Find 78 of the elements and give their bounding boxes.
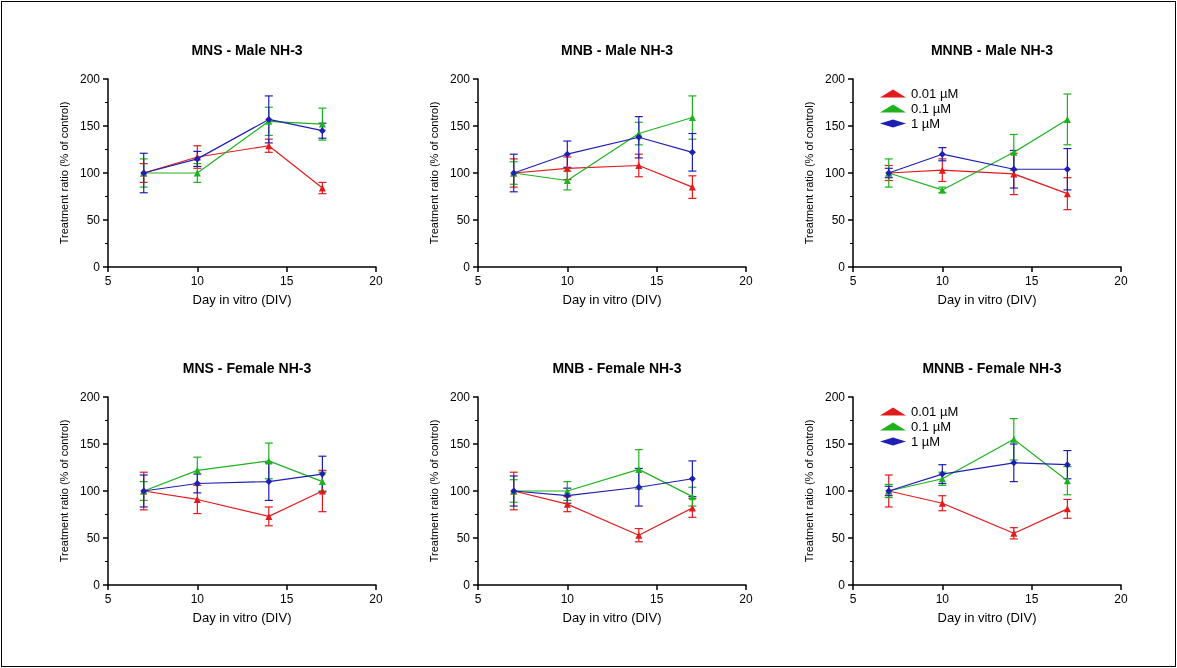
y-tick-label: 200 <box>449 72 471 86</box>
x-tick-label: 20 <box>369 274 383 288</box>
y-axis-title: Treatment ratio (% of control) <box>57 101 70 245</box>
x-tick-label: 20 <box>739 592 753 606</box>
legend-label: 0.01 µM <box>911 404 959 419</box>
y-tick-label: 100 <box>79 166 101 180</box>
y-tick-label: 0 <box>93 578 101 592</box>
legend-label: 1 µM <box>911 434 941 449</box>
chart-title: MNS - Male NH-3 <box>191 42 303 58</box>
y-tick-label: 150 <box>824 119 846 133</box>
y-tick-label: 100 <box>79 484 101 498</box>
y-axis-title: Treatment ratio (% of control) <box>427 419 440 563</box>
y-tick-label: 50 <box>831 213 846 227</box>
y-tick-label: 50 <box>86 213 101 227</box>
chart-title: MNNB - Male NH-3 <box>930 42 1054 58</box>
x-tick-label: 20 <box>369 592 383 606</box>
y-tick-label: 50 <box>86 531 101 545</box>
chart-title: MNS - Female NH-3 <box>182 360 312 376</box>
x-tick-label: 15 <box>279 274 294 288</box>
legend-label: 1 µM <box>911 116 941 131</box>
x-tick-label: 10 <box>190 274 205 288</box>
x-tick-label: 20 <box>739 274 753 288</box>
x-tick-label: 15 <box>649 592 664 606</box>
chart-title: MNB - Male NH-3 <box>560 42 674 58</box>
y-axis-title: Treatment ratio (% of control) <box>802 101 815 245</box>
y-tick-label: 50 <box>456 531 471 545</box>
y-tick-label: 150 <box>449 437 471 451</box>
y-tick-label: 0 <box>838 578 846 592</box>
chart-title: MNNB - Female NH-3 <box>922 360 1062 376</box>
y-tick-label: 200 <box>824 390 846 404</box>
x-axis-title: Day in vitro (DIV) <box>562 610 662 625</box>
y-tick-label: 50 <box>456 213 471 227</box>
x-tick-label: 10 <box>560 274 575 288</box>
x-tick-label: 15 <box>649 274 664 288</box>
x-axis-title: Day in vitro (DIV) <box>937 610 1037 625</box>
y-tick-label: 0 <box>838 260 846 274</box>
x-tick-label: 15 <box>1024 592 1039 606</box>
y-tick-label: 150 <box>79 437 101 451</box>
x-tick-label: 5 <box>849 592 857 606</box>
x-axis-title: Day in vitro (DIV) <box>192 610 292 625</box>
x-tick-label: 10 <box>560 592 575 606</box>
y-tick-label: 100 <box>824 166 846 180</box>
y-tick-label: 200 <box>824 72 846 86</box>
y-tick-label: 100 <box>449 166 471 180</box>
x-axis-title: Day in vitro (DIV) <box>937 292 1037 307</box>
x-tick-label: 5 <box>849 274 857 288</box>
x-tick-label: 20 <box>1114 274 1128 288</box>
x-tick-label: 10 <box>935 274 950 288</box>
y-tick-label: 150 <box>79 119 101 133</box>
x-tick-label: 5 <box>474 592 482 606</box>
y-tick-label: 0 <box>93 260 101 274</box>
y-tick-label: 0 <box>463 260 471 274</box>
x-tick-label: 5 <box>104 592 112 606</box>
y-tick-label: 0 <box>463 578 471 592</box>
y-tick-label: 100 <box>449 484 471 498</box>
y-tick-label: 50 <box>831 531 846 545</box>
y-tick-label: 150 <box>449 119 471 133</box>
x-tick-label: 20 <box>1114 592 1128 606</box>
legend-label: 0.1 µM <box>911 101 952 116</box>
y-axis-title: Treatment ratio (% of control) <box>57 419 70 563</box>
y-tick-label: 100 <box>824 484 846 498</box>
x-tick-label: 10 <box>935 592 950 606</box>
y-tick-label: 200 <box>79 72 101 86</box>
x-axis-title: Day in vitro (DIV) <box>562 292 662 307</box>
x-tick-label: 5 <box>474 274 482 288</box>
y-axis-title: Treatment ratio (% of control) <box>427 101 440 245</box>
x-tick-label: 15 <box>279 592 294 606</box>
chart-title: MNB - Female NH-3 <box>552 360 682 376</box>
y-tick-label: 200 <box>79 390 101 404</box>
x-tick-label: 15 <box>1024 274 1039 288</box>
y-axis-title: Treatment ratio (% of control) <box>802 419 815 563</box>
y-tick-label: 200 <box>449 390 471 404</box>
x-axis-title: Day in vitro (DIV) <box>192 292 292 307</box>
legend-label: 0.1 µM <box>911 419 952 434</box>
legend-label: 0.01 µM <box>911 86 959 101</box>
y-tick-label: 150 <box>824 437 846 451</box>
x-tick-label: 5 <box>104 274 112 288</box>
x-tick-label: 10 <box>190 592 205 606</box>
